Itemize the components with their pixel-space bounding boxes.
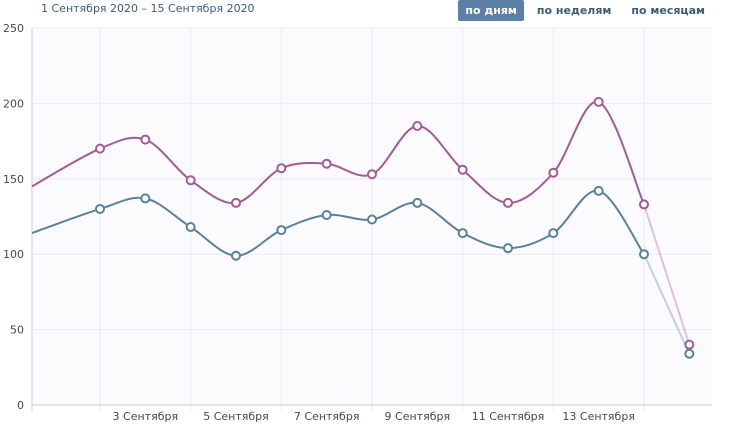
data-point[interactable] xyxy=(684,348,695,359)
chart-axes: 0 50 100 150 200 250 3 Сентября 5 Сентября 7 Сен… xyxy=(3,22,712,423)
data-point[interactable] xyxy=(95,203,105,214)
data-point[interactable] xyxy=(412,197,423,208)
y-tick-label: 50 xyxy=(10,324,24,337)
data-point[interactable] xyxy=(185,175,196,186)
x-tick-label: 9 Сентября xyxy=(385,410,451,423)
data-point[interactable] xyxy=(412,121,423,132)
series-line xyxy=(31,100,645,205)
data-point[interactable] xyxy=(457,164,468,175)
x-tick-label: 3 Сентября xyxy=(113,410,179,423)
date-range: 1 Сентября 2020 – 15 Сентября 2020 xyxy=(41,2,255,15)
x-tick-label: 7 Сентября xyxy=(294,410,360,423)
y-tick-label: 100 xyxy=(3,248,24,261)
data-point[interactable] xyxy=(367,214,377,225)
data-point[interactable] xyxy=(503,197,513,208)
data-point[interactable] xyxy=(367,169,377,180)
x-tick-label: 11 Сентября xyxy=(472,410,545,423)
data-point[interactable] xyxy=(503,243,513,254)
series-line-incomplete xyxy=(643,204,691,345)
data-point[interactable] xyxy=(95,143,105,154)
data-point[interactable] xyxy=(639,249,649,260)
data-point[interactable] xyxy=(321,209,332,220)
data-point[interactable] xyxy=(231,250,241,261)
data-point[interactable] xyxy=(276,163,287,174)
data-point[interactable] xyxy=(140,134,151,145)
data-point[interactable] xyxy=(276,225,287,236)
period-tabs: по дням по неделям по месяцам xyxy=(458,0,712,21)
series-line-incomplete xyxy=(643,253,691,355)
data-point[interactable] xyxy=(548,228,559,239)
data-point[interactable] xyxy=(140,193,151,204)
y-tick-label: 200 xyxy=(3,97,24,110)
x-tick-label: 13 Сентября xyxy=(562,410,635,423)
data-point[interactable] xyxy=(457,228,468,239)
y-tick-label: 0 xyxy=(17,399,24,412)
data-point[interactable] xyxy=(684,339,695,350)
data-point[interactable] xyxy=(185,222,196,233)
x-tick-label: 5 Сентября xyxy=(203,410,269,423)
data-point[interactable] xyxy=(231,197,241,208)
tab-by-weeks[interactable]: по неделям xyxy=(536,4,612,17)
data-point[interactable] xyxy=(593,185,604,196)
tab-by-days[interactable]: по дням xyxy=(458,0,524,21)
data-point[interactable] xyxy=(639,199,649,210)
data-point[interactable] xyxy=(593,96,604,107)
data-point[interactable] xyxy=(548,167,559,178)
chart-series xyxy=(31,96,695,359)
data-point[interactable] xyxy=(321,158,332,169)
y-tick-label: 150 xyxy=(3,173,24,186)
tab-by-months[interactable]: по месяцам xyxy=(631,4,705,17)
y-tick-label: 250 xyxy=(3,22,24,35)
